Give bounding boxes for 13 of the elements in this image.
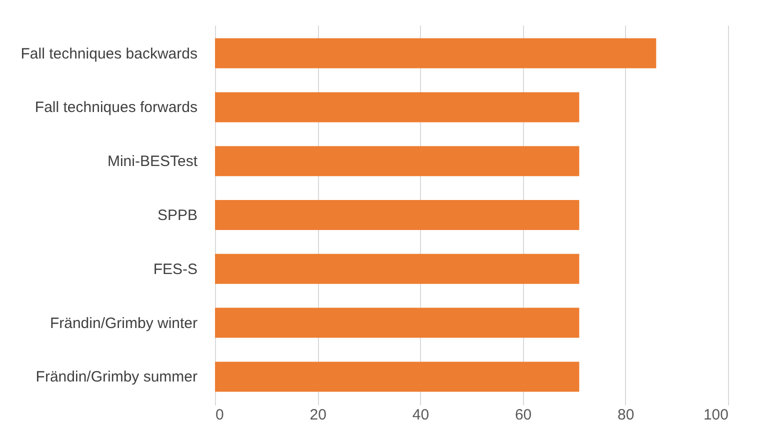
y-tick-label: SPPB xyxy=(157,207,198,224)
y-tick-label: Frändin/Grimby summer xyxy=(36,368,198,386)
x-tick-label: 60 xyxy=(514,406,532,424)
x-tick-label: 100 xyxy=(703,406,728,424)
y-tick-label: Fall techniques backwards xyxy=(20,45,198,62)
y-tick-label: FES-S xyxy=(153,260,198,278)
x-tick-label: 20 xyxy=(310,406,326,424)
x-tick-label: 40 xyxy=(412,406,430,424)
y-tick-label: Mini-BESTest xyxy=(107,153,198,170)
y-tick-label: Fall techniques forwards xyxy=(34,99,198,116)
y-tick-label: Frändin/Grimby winter xyxy=(50,314,198,332)
x-tick-label: 0 xyxy=(216,406,224,424)
x-tick-label: 80 xyxy=(618,406,634,424)
